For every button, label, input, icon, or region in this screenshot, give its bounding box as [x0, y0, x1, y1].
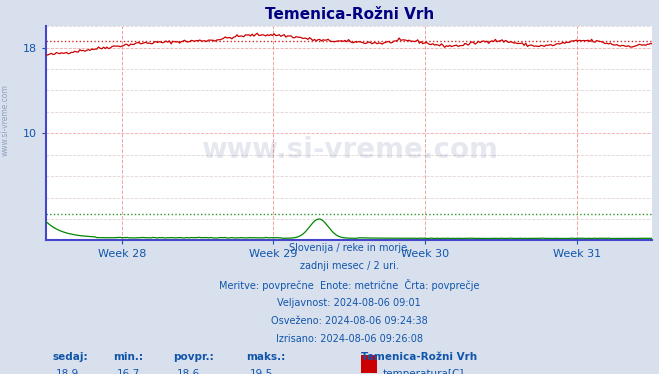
Text: www.si-vreme.com: www.si-vreme.com — [1, 84, 10, 156]
Text: povpr.:: povpr.: — [173, 352, 214, 362]
Text: 18,9: 18,9 — [56, 369, 79, 374]
Text: temperatura[C]: temperatura[C] — [383, 369, 464, 374]
Text: Izrisano: 2024-08-06 09:26:08: Izrisano: 2024-08-06 09:26:08 — [275, 334, 423, 344]
Text: sedaj:: sedaj: — [52, 352, 88, 362]
Text: Osveženo: 2024-08-06 09:24:38: Osveženo: 2024-08-06 09:24:38 — [271, 316, 428, 326]
Text: Temenica-Rožni Vrh: Temenica-Rožni Vrh — [361, 352, 478, 362]
Text: Meritve: povprečne  Enote: metrične  Črta: povprečje: Meritve: povprečne Enote: metrične Črta:… — [219, 279, 480, 291]
Text: 18,6: 18,6 — [177, 369, 200, 374]
Text: Slovenija / reke in morje.: Slovenija / reke in morje. — [289, 243, 410, 253]
Bar — [361, 355, 376, 373]
Text: 16,7: 16,7 — [117, 369, 140, 374]
Text: maks.:: maks.: — [246, 352, 285, 362]
Title: Temenica-Rožni Vrh: Temenica-Rožni Vrh — [265, 7, 434, 22]
Text: www.si-vreme.com: www.si-vreme.com — [201, 137, 498, 165]
Text: zadnji mesec / 2 uri.: zadnji mesec / 2 uri. — [300, 261, 399, 271]
Text: Veljavnost: 2024-08-06 09:01: Veljavnost: 2024-08-06 09:01 — [277, 298, 421, 307]
Text: min.:: min.: — [113, 352, 143, 362]
Text: 19,5: 19,5 — [250, 369, 273, 374]
